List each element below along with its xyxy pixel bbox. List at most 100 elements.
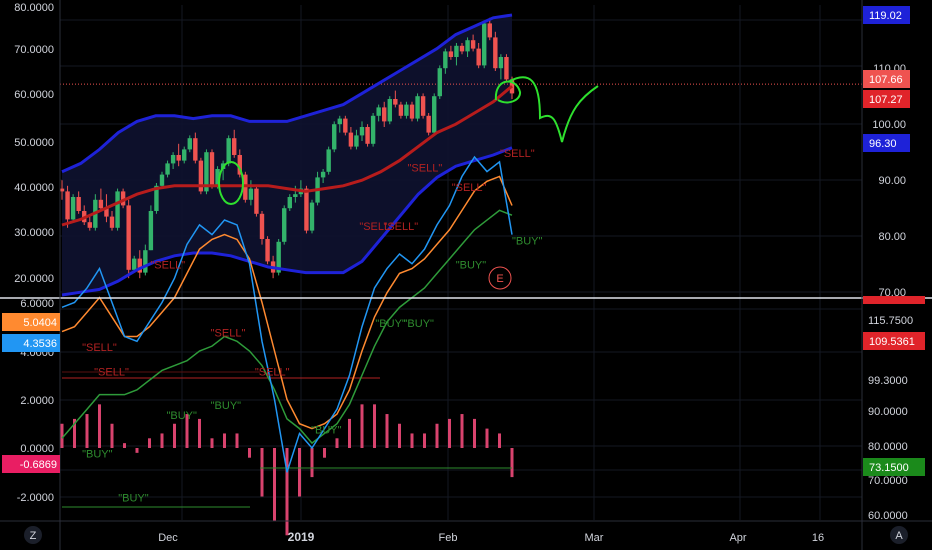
- candle[interactable]: [443, 48, 448, 74]
- badge-text: 107.27: [869, 94, 903, 106]
- candle[interactable]: [209, 149, 215, 189]
- candle[interactable]: [382, 101, 387, 127]
- candle-body: [332, 124, 337, 150]
- candle[interactable]: [393, 90, 398, 108]
- candle[interactable]: [187, 135, 192, 153]
- candle[interactable]: [76, 191, 81, 214]
- histogram-bar: [198, 418, 201, 448]
- badge-text: 4.3536: [23, 338, 57, 350]
- left-price-tick: 60.0000: [14, 89, 54, 101]
- candle[interactable]: [115, 188, 120, 231]
- candle[interactable]: [420, 93, 426, 119]
- sell-signal-label: "SELL": [255, 366, 290, 378]
- candle[interactable]: [337, 115, 342, 133]
- candle-body: [304, 188, 309, 231]
- buy-signal-label: "BUY": [512, 235, 543, 247]
- candle[interactable]: [287, 194, 292, 211]
- candle[interactable]: [470, 34, 476, 52]
- left-macd-tick: -2.0000: [17, 492, 54, 504]
- candle[interactable]: [259, 211, 265, 245]
- candle-body: [365, 127, 370, 144]
- candle[interactable]: [232, 129, 237, 158]
- buy-signal-label: "BUY": [375, 318, 406, 330]
- candle[interactable]: [126, 199, 131, 279]
- candle[interactable]: [359, 121, 365, 141]
- candle[interactable]: [204, 149, 209, 195]
- candle[interactable]: [343, 115, 348, 136]
- candle[interactable]: [387, 96, 392, 125]
- candle[interactable]: [320, 169, 326, 183]
- candle-body: [493, 37, 498, 69]
- candle[interactable]: [376, 104, 381, 122]
- histogram-bar: [123, 443, 126, 448]
- candle[interactable]: [304, 185, 309, 234]
- candle-body: [59, 188, 65, 192]
- candle[interactable]: [415, 93, 420, 122]
- candle[interactable]: [476, 43, 481, 69]
- candle[interactable]: [465, 37, 470, 57]
- candle[interactable]: [87, 216, 92, 231]
- candle[interactable]: [448, 45, 454, 60]
- candle[interactable]: [254, 185, 259, 217]
- candle[interactable]: [65, 185, 70, 228]
- candle[interactable]: [176, 143, 181, 167]
- candle[interactable]: [498, 54, 504, 80]
- badge-bb-mid: 107.27: [863, 90, 910, 108]
- buy-signal-label: "BUY": [404, 318, 435, 330]
- candle[interactable]: [504, 54, 509, 83]
- candle[interactable]: [137, 250, 142, 279]
- candle[interactable]: [237, 149, 242, 178]
- candle[interactable]: [432, 93, 437, 136]
- candle[interactable]: [409, 101, 415, 122]
- candle[interactable]: [326, 146, 331, 175]
- candle[interactable]: [332, 121, 337, 153]
- candle[interactable]: [70, 194, 76, 223]
- candle[interactable]: [159, 171, 165, 189]
- candle[interactable]: [365, 124, 370, 147]
- candle[interactable]: [354, 129, 359, 150]
- candle[interactable]: [398, 101, 404, 119]
- candle[interactable]: [98, 188, 104, 211]
- candle-body: [104, 208, 109, 217]
- candle-body: [359, 127, 365, 136]
- candle[interactable]: [265, 236, 270, 265]
- price-panel[interactable]: E: [59, 13, 862, 297]
- macd-panel[interactable]: "SELL""SELL""SELL""SELL""SELL""SELL""SEL…: [60, 148, 543, 536]
- buy-signal-label: "BUY": [456, 260, 487, 272]
- earnings-event-marker[interactable]: E: [488, 266, 512, 290]
- candle[interactable]: [487, 17, 492, 41]
- log-scale-button[interactable]: Z: [24, 526, 42, 544]
- candle[interactable]: [282, 205, 287, 245]
- candle[interactable]: [348, 127, 354, 150]
- candle[interactable]: [482, 20, 487, 69]
- bollinger-cloud: [62, 15, 512, 295]
- candle[interactable]: [426, 113, 431, 136]
- candle[interactable]: [226, 135, 231, 167]
- badge-bg: [2, 334, 60, 352]
- candle[interactable]: [493, 31, 498, 71]
- candle-body: [215, 169, 220, 186]
- candle[interactable]: [143, 244, 148, 276]
- candle[interactable]: [459, 43, 465, 55]
- candle[interactable]: [59, 180, 65, 200]
- candle[interactable]: [309, 199, 315, 234]
- candle-body: [326, 149, 331, 172]
- candle[interactable]: [165, 160, 170, 178]
- bb-middle-line: [61, 84, 513, 227]
- candle[interactable]: [109, 211, 115, 231]
- candle[interactable]: [454, 43, 459, 66]
- candle-body: [276, 241, 281, 273]
- candle[interactable]: [148, 205, 154, 251]
- candle[interactable]: [120, 188, 126, 209]
- candle[interactable]: [193, 132, 198, 164]
- candle[interactable]: [182, 146, 187, 164]
- candle[interactable]: [437, 65, 442, 99]
- auto-scale-button[interactable]: A: [890, 526, 908, 544]
- candle[interactable]: [170, 152, 176, 169]
- log-scale-label: Z: [30, 530, 37, 542]
- candle[interactable]: [370, 113, 376, 147]
- candle[interactable]: [404, 101, 409, 119]
- histogram-bar: [473, 418, 476, 448]
- candle[interactable]: [198, 157, 204, 195]
